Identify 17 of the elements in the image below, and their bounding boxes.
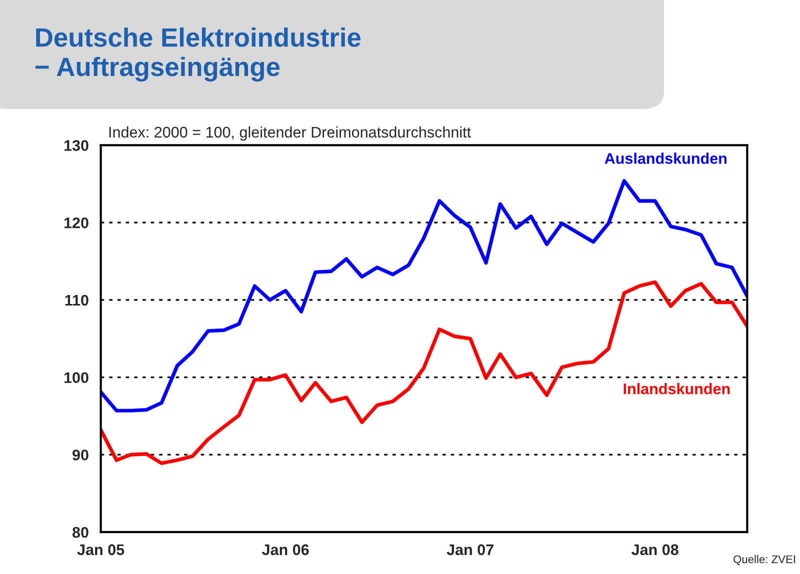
line-series <box>100 179 748 412</box>
y-tick-label: 100 <box>64 372 88 384</box>
chart-title: Deutsche Elektroindustrie − Auftragseingänge <box>35 27 361 82</box>
x-tick-label: Jan 08 <box>632 544 678 556</box>
y-tick-label: 90 <box>72 450 88 460</box>
x-tick-label: Jan 07 <box>446 544 494 556</box>
chart-subtitle: Index: 2000 = 100, gleitender Dreimonatsdurchschnitt <box>109 126 471 141</box>
series-label: Auslandskunden <box>604 152 726 164</box>
y-tick-label: 120 <box>64 217 88 228</box>
x-tick-label: Jan 05 <box>77 544 124 556</box>
y-tick-label: 130 <box>64 140 88 151</box>
source-note: Quelle: ZVEI <box>734 555 795 566</box>
y-tick-label: 80 <box>72 526 88 538</box>
line-series <box>100 280 748 466</box>
x-tick-label: Jan 06 <box>262 544 309 556</box>
text: Inlandskunden <box>624 383 730 394</box>
y-tick-label: 110 <box>65 294 88 306</box>
